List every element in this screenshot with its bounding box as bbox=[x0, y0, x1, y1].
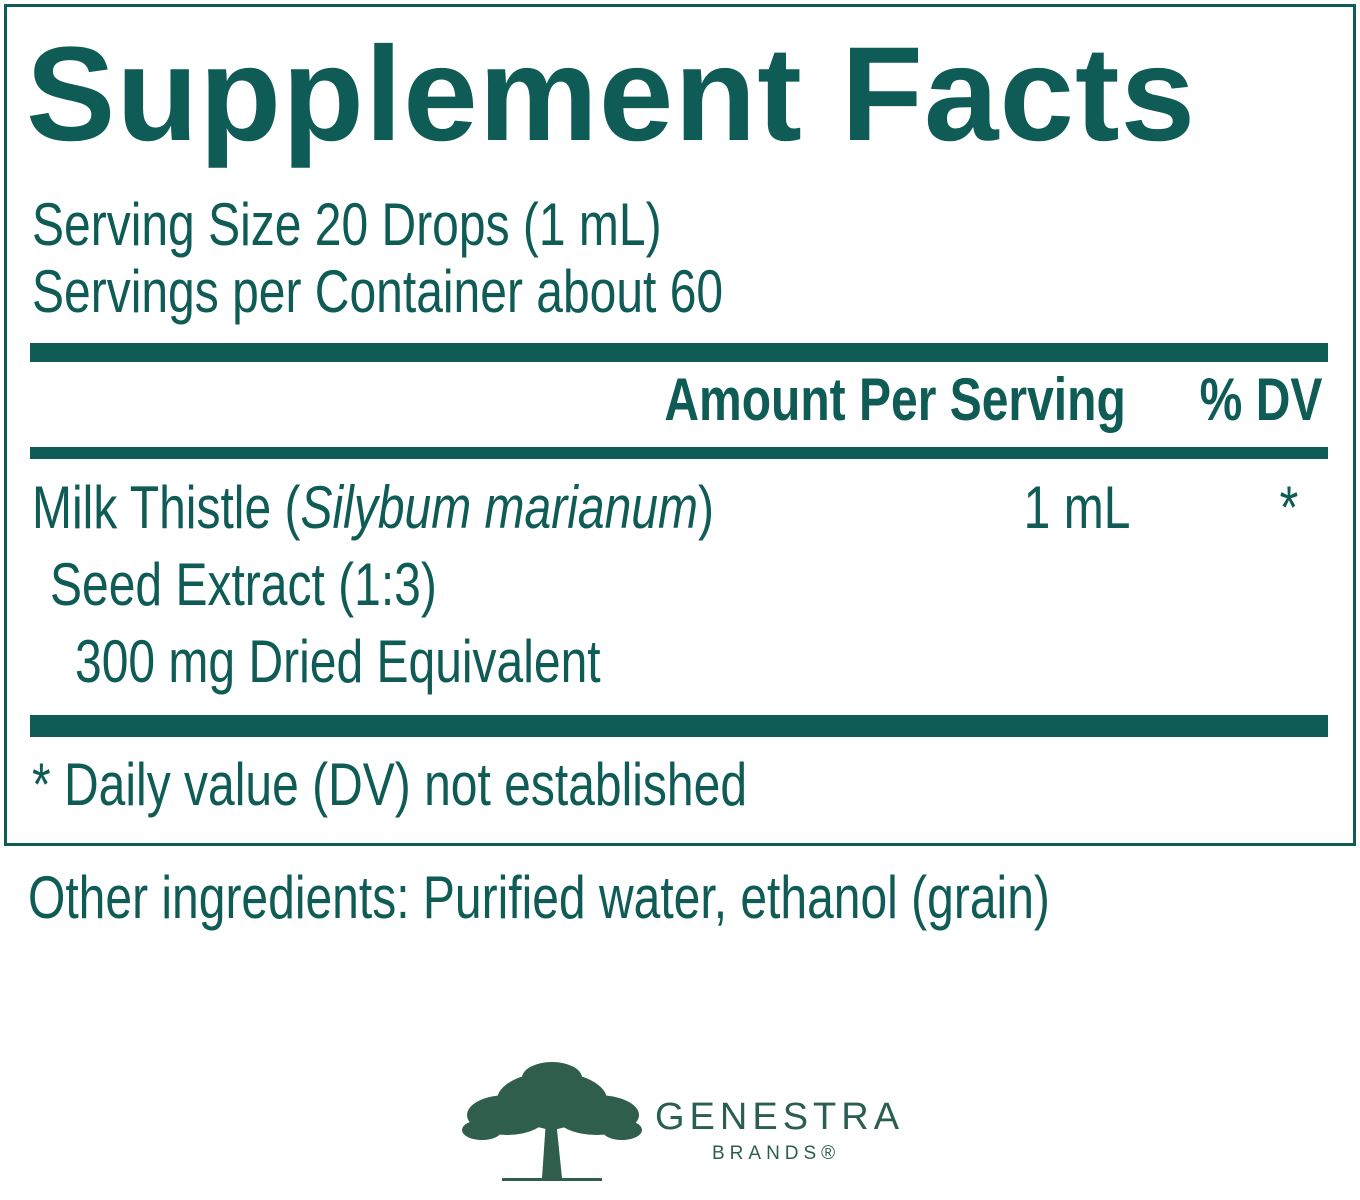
thick-rule bbox=[30, 715, 1328, 737]
brand-name: GENESTRA bbox=[655, 1096, 905, 1138]
dv-header: % DV bbox=[1199, 366, 1322, 433]
rule bbox=[30, 447, 1328, 459]
ingredient-dv: * bbox=[1279, 474, 1298, 541]
ingredient-name-suffix: ) bbox=[697, 474, 714, 541]
ingredient-detail: Seed Extract (1:3) bbox=[50, 551, 437, 618]
footnote: * Daily value (DV) not established bbox=[32, 751, 748, 818]
brand-sub: BRANDS® bbox=[712, 1143, 841, 1164]
ingredient-name: Milk Thistle (Silybum marianum) bbox=[32, 476, 714, 540]
serving-size: Serving Size 20 Drops (1 mL) bbox=[32, 191, 662, 258]
other-ingredients: Other ingredients: Purified water, ethan… bbox=[28, 864, 1050, 931]
ingredient-amount: 1 mL bbox=[1023, 474, 1130, 541]
amount-header: Amount Per Serving bbox=[664, 366, 1126, 433]
ingredient-latin-name: Silybum marianum bbox=[300, 474, 698, 541]
ingredient-name-prefix: Milk Thistle ( bbox=[32, 474, 301, 541]
ingredient-detail: 300 mg Dried Equivalent bbox=[75, 628, 601, 695]
servings-per-container: Servings per Container about 60 bbox=[32, 258, 724, 325]
title: Supplement Facts bbox=[26, 20, 1197, 169]
facts-box bbox=[4, 4, 1356, 846]
thick-rule bbox=[30, 343, 1328, 362]
brand-tree bbox=[462, 1062, 642, 1181]
